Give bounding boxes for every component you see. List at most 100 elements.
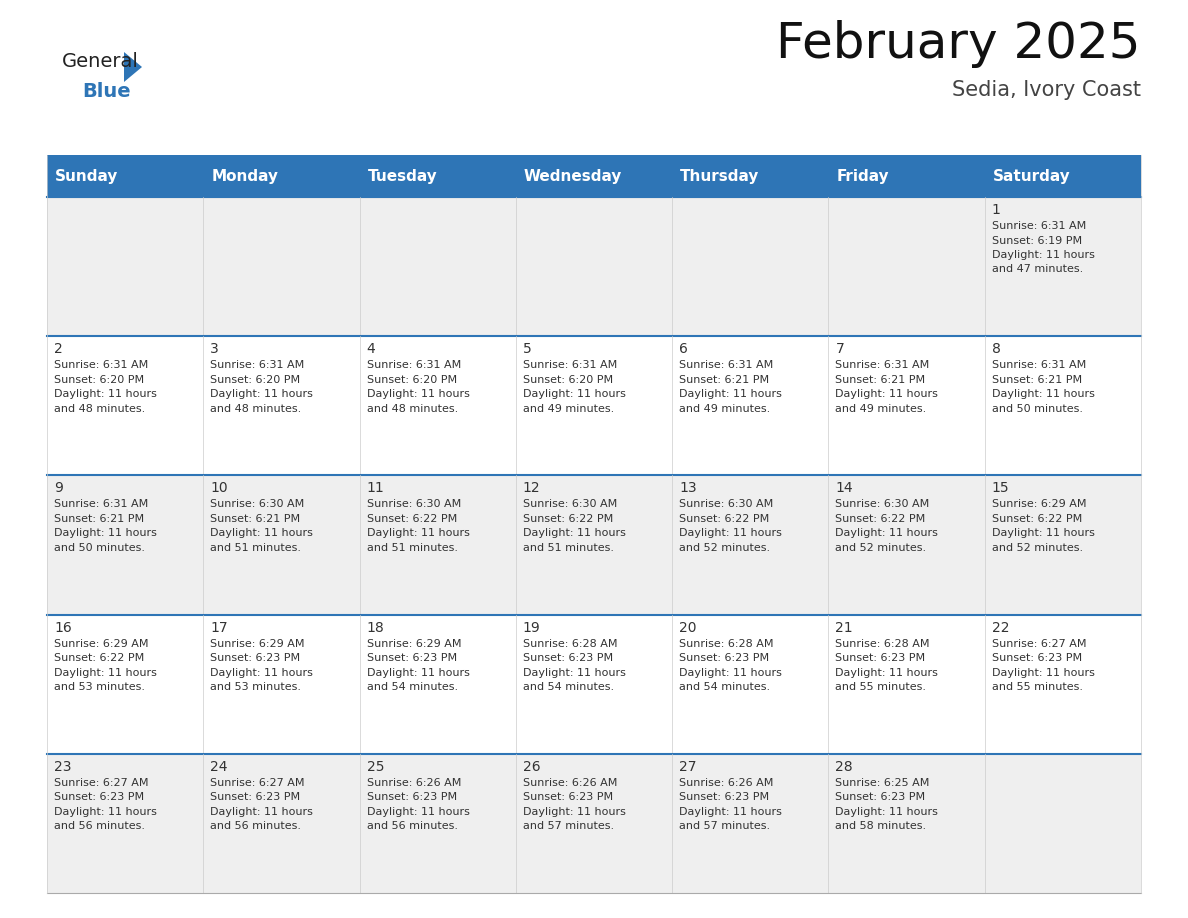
Text: Monday: Monday xyxy=(211,169,278,184)
Text: 19: 19 xyxy=(523,621,541,634)
Text: Sunrise: 6:30 AM: Sunrise: 6:30 AM xyxy=(680,499,773,509)
Text: Sunset: 6:23 PM: Sunset: 6:23 PM xyxy=(523,792,613,802)
Bar xyxy=(828,155,985,197)
Text: and 57 minutes.: and 57 minutes. xyxy=(680,822,770,832)
Text: Tuesday: Tuesday xyxy=(367,169,437,184)
Text: Daylight: 11 hours: Daylight: 11 hours xyxy=(680,389,782,399)
Bar xyxy=(203,155,360,197)
Bar xyxy=(828,336,985,476)
Text: Daylight: 11 hours: Daylight: 11 hours xyxy=(210,529,314,538)
Text: and 52 minutes.: and 52 minutes. xyxy=(680,543,770,553)
Text: 7: 7 xyxy=(835,342,845,356)
Bar xyxy=(203,197,360,336)
Text: and 52 minutes.: and 52 minutes. xyxy=(835,543,927,553)
Text: Sunset: 6:19 PM: Sunset: 6:19 PM xyxy=(992,236,1082,245)
Text: Sunset: 6:22 PM: Sunset: 6:22 PM xyxy=(680,514,770,524)
Text: and 48 minutes.: and 48 minutes. xyxy=(210,404,302,414)
Text: Sunrise: 6:26 AM: Sunrise: 6:26 AM xyxy=(523,778,618,788)
Text: Daylight: 11 hours: Daylight: 11 hours xyxy=(992,667,1094,677)
Text: Daylight: 11 hours: Daylight: 11 hours xyxy=(53,807,157,817)
Text: and 54 minutes.: and 54 minutes. xyxy=(523,682,614,692)
Text: Sunset: 6:23 PM: Sunset: 6:23 PM xyxy=(210,792,301,802)
Text: Sunset: 6:23 PM: Sunset: 6:23 PM xyxy=(835,653,925,663)
Text: Friday: Friday xyxy=(836,169,889,184)
Text: Sunrise: 6:25 AM: Sunrise: 6:25 AM xyxy=(835,778,930,788)
Text: Sunrise: 6:31 AM: Sunrise: 6:31 AM xyxy=(835,360,930,370)
Text: 20: 20 xyxy=(680,621,696,634)
Text: Sunset: 6:23 PM: Sunset: 6:23 PM xyxy=(992,653,1082,663)
Text: Sunrise: 6:31 AM: Sunrise: 6:31 AM xyxy=(992,360,1086,370)
Text: 2: 2 xyxy=(53,342,63,356)
Text: Sunset: 6:21 PM: Sunset: 6:21 PM xyxy=(210,514,301,524)
Text: Daylight: 11 hours: Daylight: 11 hours xyxy=(210,667,314,677)
Bar xyxy=(516,336,672,476)
Text: 26: 26 xyxy=(523,760,541,774)
Text: 18: 18 xyxy=(367,621,385,634)
Text: 3: 3 xyxy=(210,342,219,356)
Text: Sunset: 6:23 PM: Sunset: 6:23 PM xyxy=(53,792,144,802)
Text: Sunset: 6:23 PM: Sunset: 6:23 PM xyxy=(367,653,456,663)
Text: 15: 15 xyxy=(992,481,1010,496)
Text: Sunrise: 6:31 AM: Sunrise: 6:31 AM xyxy=(53,360,148,370)
Text: Daylight: 11 hours: Daylight: 11 hours xyxy=(367,807,469,817)
Bar xyxy=(985,155,1140,197)
Text: Daylight: 11 hours: Daylight: 11 hours xyxy=(523,807,626,817)
Text: Sunset: 6:21 PM: Sunset: 6:21 PM xyxy=(53,514,144,524)
Text: Daylight: 11 hours: Daylight: 11 hours xyxy=(835,389,939,399)
Text: Sunset: 6:20 PM: Sunset: 6:20 PM xyxy=(53,375,144,385)
Text: Sunrise: 6:31 AM: Sunrise: 6:31 AM xyxy=(680,360,773,370)
Bar xyxy=(985,754,1140,893)
Bar xyxy=(360,336,516,476)
Text: 10: 10 xyxy=(210,481,228,496)
Bar xyxy=(985,476,1140,614)
Text: Sunrise: 6:31 AM: Sunrise: 6:31 AM xyxy=(992,221,1086,231)
Text: Sunset: 6:21 PM: Sunset: 6:21 PM xyxy=(680,375,770,385)
Text: Daylight: 11 hours: Daylight: 11 hours xyxy=(992,250,1094,260)
Bar xyxy=(48,476,203,614)
Text: Wednesday: Wednesday xyxy=(524,169,623,184)
Text: Sunset: 6:23 PM: Sunset: 6:23 PM xyxy=(523,653,613,663)
Bar xyxy=(516,155,672,197)
Text: and 53 minutes.: and 53 minutes. xyxy=(210,682,302,692)
Text: Daylight: 11 hours: Daylight: 11 hours xyxy=(53,389,157,399)
Text: 27: 27 xyxy=(680,760,696,774)
Text: 25: 25 xyxy=(367,760,384,774)
Bar xyxy=(985,197,1140,336)
Text: Sunset: 6:20 PM: Sunset: 6:20 PM xyxy=(210,375,301,385)
Text: February 2025: February 2025 xyxy=(777,20,1140,68)
Text: and 50 minutes.: and 50 minutes. xyxy=(992,404,1082,414)
Text: Sunrise: 6:30 AM: Sunrise: 6:30 AM xyxy=(367,499,461,509)
Text: 5: 5 xyxy=(523,342,531,356)
Text: Daylight: 11 hours: Daylight: 11 hours xyxy=(367,667,469,677)
Bar xyxy=(828,197,985,336)
Text: Sunrise: 6:28 AM: Sunrise: 6:28 AM xyxy=(835,639,930,649)
Text: Sunset: 6:22 PM: Sunset: 6:22 PM xyxy=(367,514,457,524)
Text: 28: 28 xyxy=(835,760,853,774)
Text: and 56 minutes.: and 56 minutes. xyxy=(210,822,302,832)
Text: 12: 12 xyxy=(523,481,541,496)
Bar xyxy=(48,336,203,476)
Text: Daylight: 11 hours: Daylight: 11 hours xyxy=(680,667,782,677)
Text: Sunrise: 6:29 AM: Sunrise: 6:29 AM xyxy=(992,499,1086,509)
Text: and 55 minutes.: and 55 minutes. xyxy=(835,682,927,692)
Text: Daylight: 11 hours: Daylight: 11 hours xyxy=(367,389,469,399)
Text: Daylight: 11 hours: Daylight: 11 hours xyxy=(680,529,782,538)
Text: 9: 9 xyxy=(53,481,63,496)
Bar xyxy=(203,336,360,476)
Text: Sunrise: 6:29 AM: Sunrise: 6:29 AM xyxy=(210,639,305,649)
Text: Sunrise: 6:29 AM: Sunrise: 6:29 AM xyxy=(53,639,148,649)
Text: Blue: Blue xyxy=(82,82,131,101)
Text: Sunrise: 6:26 AM: Sunrise: 6:26 AM xyxy=(680,778,773,788)
Text: Sunrise: 6:31 AM: Sunrise: 6:31 AM xyxy=(53,499,148,509)
Text: Daylight: 11 hours: Daylight: 11 hours xyxy=(523,389,626,399)
Text: Sunset: 6:20 PM: Sunset: 6:20 PM xyxy=(523,375,613,385)
Bar xyxy=(48,754,203,893)
Text: and 54 minutes.: and 54 minutes. xyxy=(680,682,770,692)
Text: 24: 24 xyxy=(210,760,228,774)
Text: and 49 minutes.: and 49 minutes. xyxy=(835,404,927,414)
Bar xyxy=(203,614,360,754)
Text: Daylight: 11 hours: Daylight: 11 hours xyxy=(210,807,314,817)
Text: and 55 minutes.: and 55 minutes. xyxy=(992,682,1082,692)
Text: 14: 14 xyxy=(835,481,853,496)
Text: 22: 22 xyxy=(992,621,1010,634)
